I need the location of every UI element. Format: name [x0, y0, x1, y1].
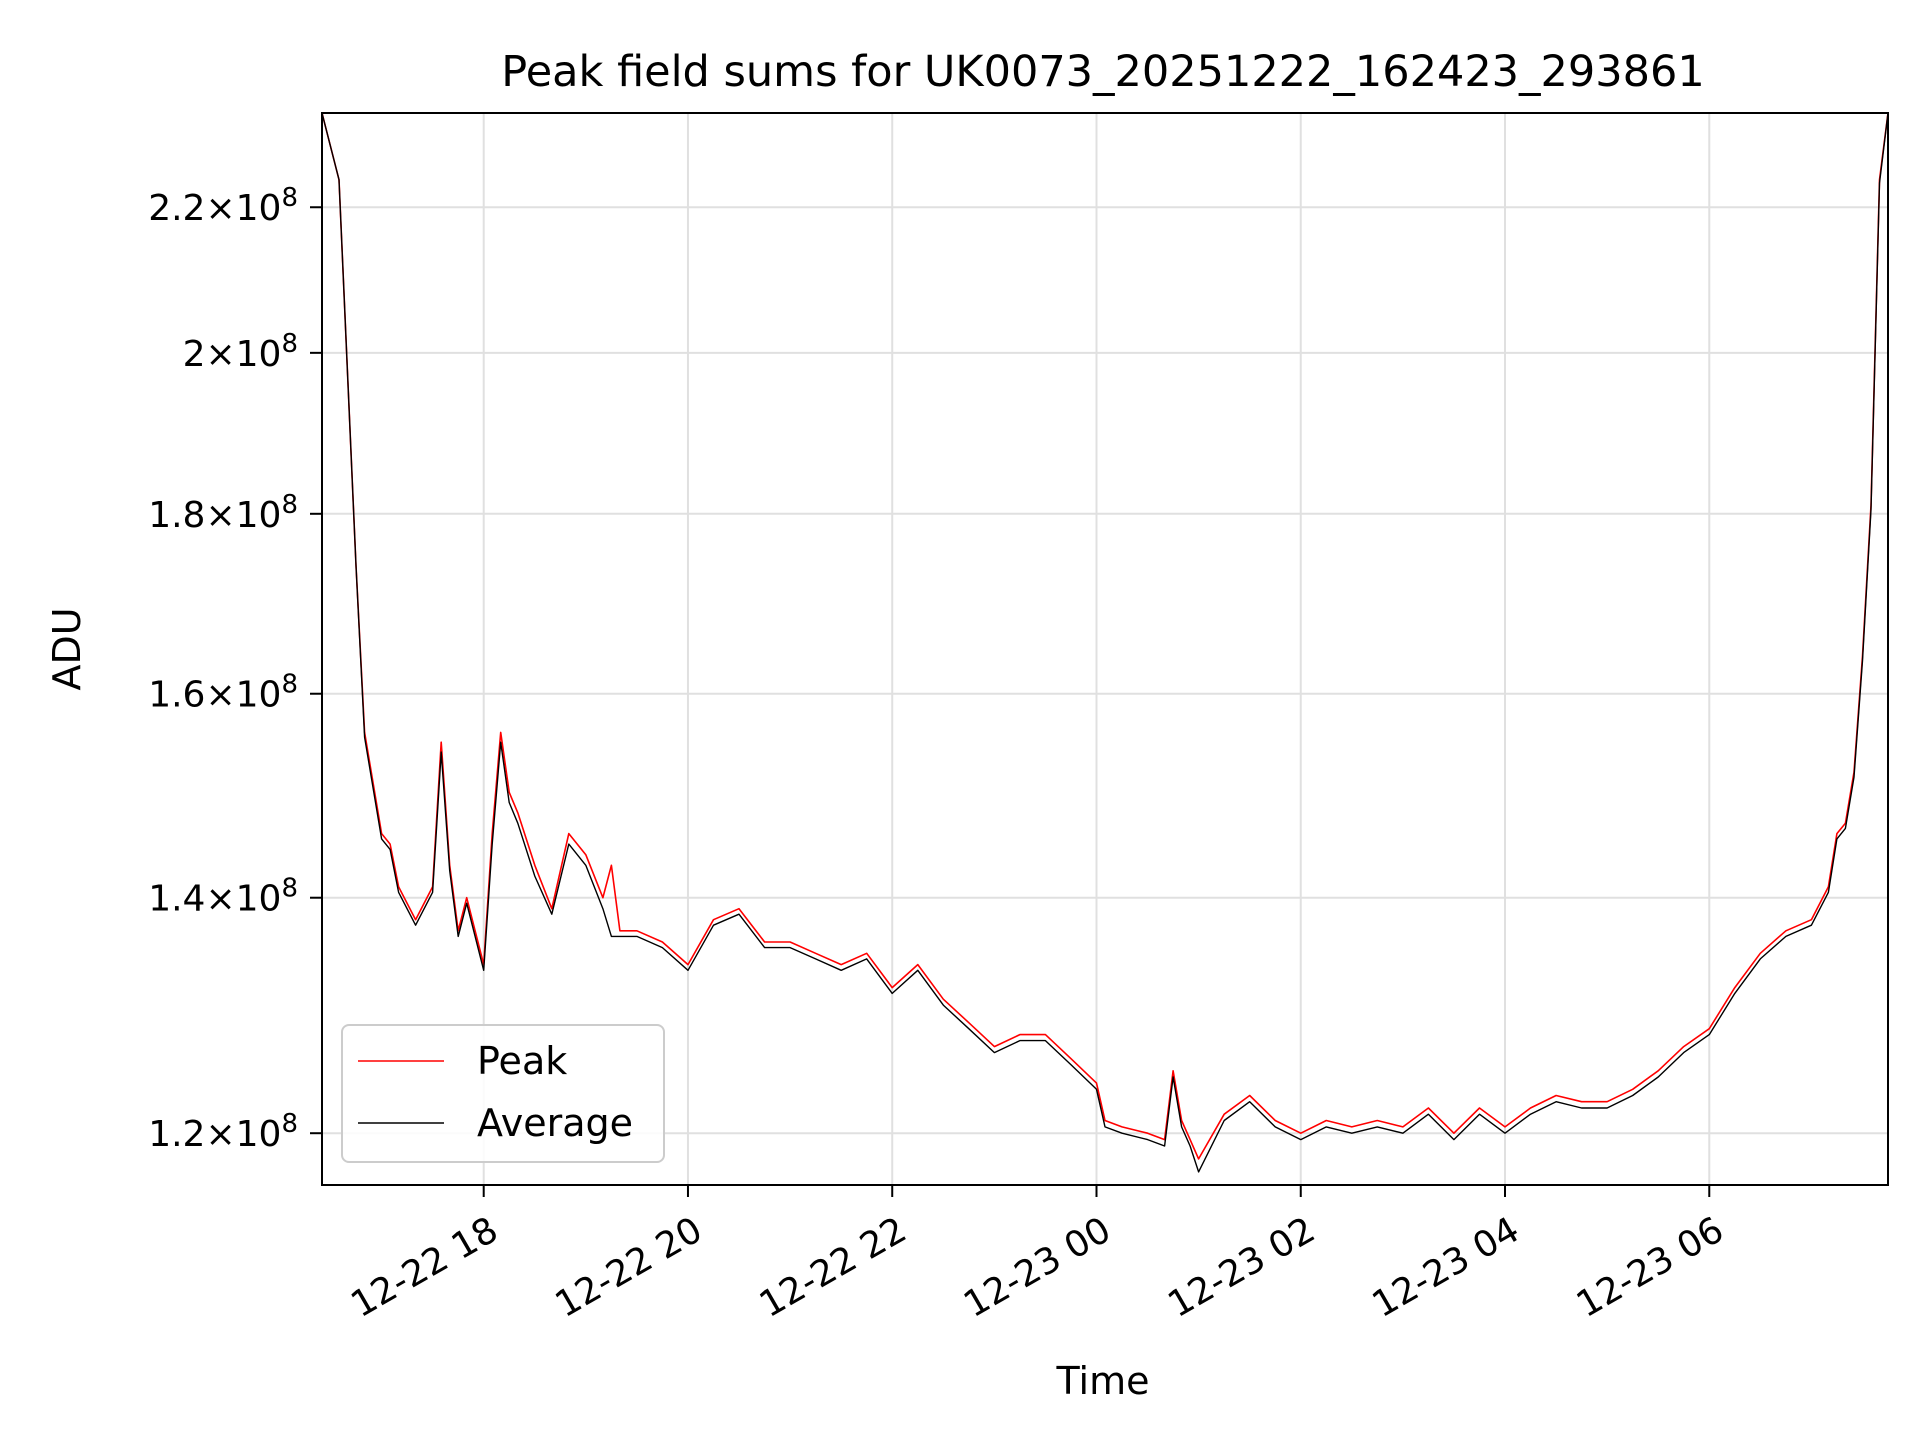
- y-tick-times: ×10: [205, 495, 281, 536]
- legend-label-average: Average: [477, 1101, 633, 1145]
- y-tick-label: 2×108: [183, 329, 298, 375]
- x-axis-label: Time: [1056, 1359, 1150, 1403]
- y-tick-exponent: 8: [281, 1109, 298, 1139]
- y-tick-times: ×10: [205, 334, 281, 375]
- y-tick-mantissa: 2.2: [148, 188, 205, 229]
- y-tick-exponent: 8: [281, 670, 298, 700]
- y-tick-label: 1.8×108: [148, 490, 298, 536]
- legend-label-peak: Peak: [477, 1039, 567, 1083]
- y-tick-times: ×10: [205, 1114, 281, 1155]
- y-tick-times: ×10: [205, 675, 281, 716]
- plot-frame: [321, 112, 1889, 1186]
- y-axis-label: ADU: [45, 607, 89, 690]
- y-tick-label: 1.4×108: [148, 874, 298, 920]
- y-tick-times: ×10: [205, 188, 281, 229]
- y-tick-times: ×10: [205, 879, 281, 920]
- y-tick-mantissa: 1.2: [148, 1114, 205, 1155]
- y-tick-label: 1.6×108: [148, 670, 298, 716]
- grid: [322, 113, 1888, 1185]
- legend-box: [341, 1024, 665, 1163]
- series-line-average: [321, 112, 1889, 1173]
- y-tick-label: 2.2×108: [148, 183, 298, 229]
- y-tick-mantissa: 1.6: [148, 675, 205, 716]
- y-tick-exponent: 8: [281, 183, 298, 213]
- y-tick-mantissa: 1.4: [148, 879, 205, 920]
- series-lines: [321, 112, 1889, 1173]
- legend: Peak Average: [341, 1024, 665, 1163]
- chart-title: Peak field sums for UK0073_20251222_1624…: [501, 47, 1704, 97]
- y-tick-exponent: 8: [281, 874, 298, 904]
- y-tick-mantissa: 1.8: [148, 495, 205, 536]
- y-tick-mantissa: 2: [183, 334, 206, 375]
- y-tick-label: 1.2×108: [148, 1109, 298, 1155]
- y-tick-exponent: 8: [281, 329, 298, 359]
- y-tick-exponent: 8: [281, 490, 298, 520]
